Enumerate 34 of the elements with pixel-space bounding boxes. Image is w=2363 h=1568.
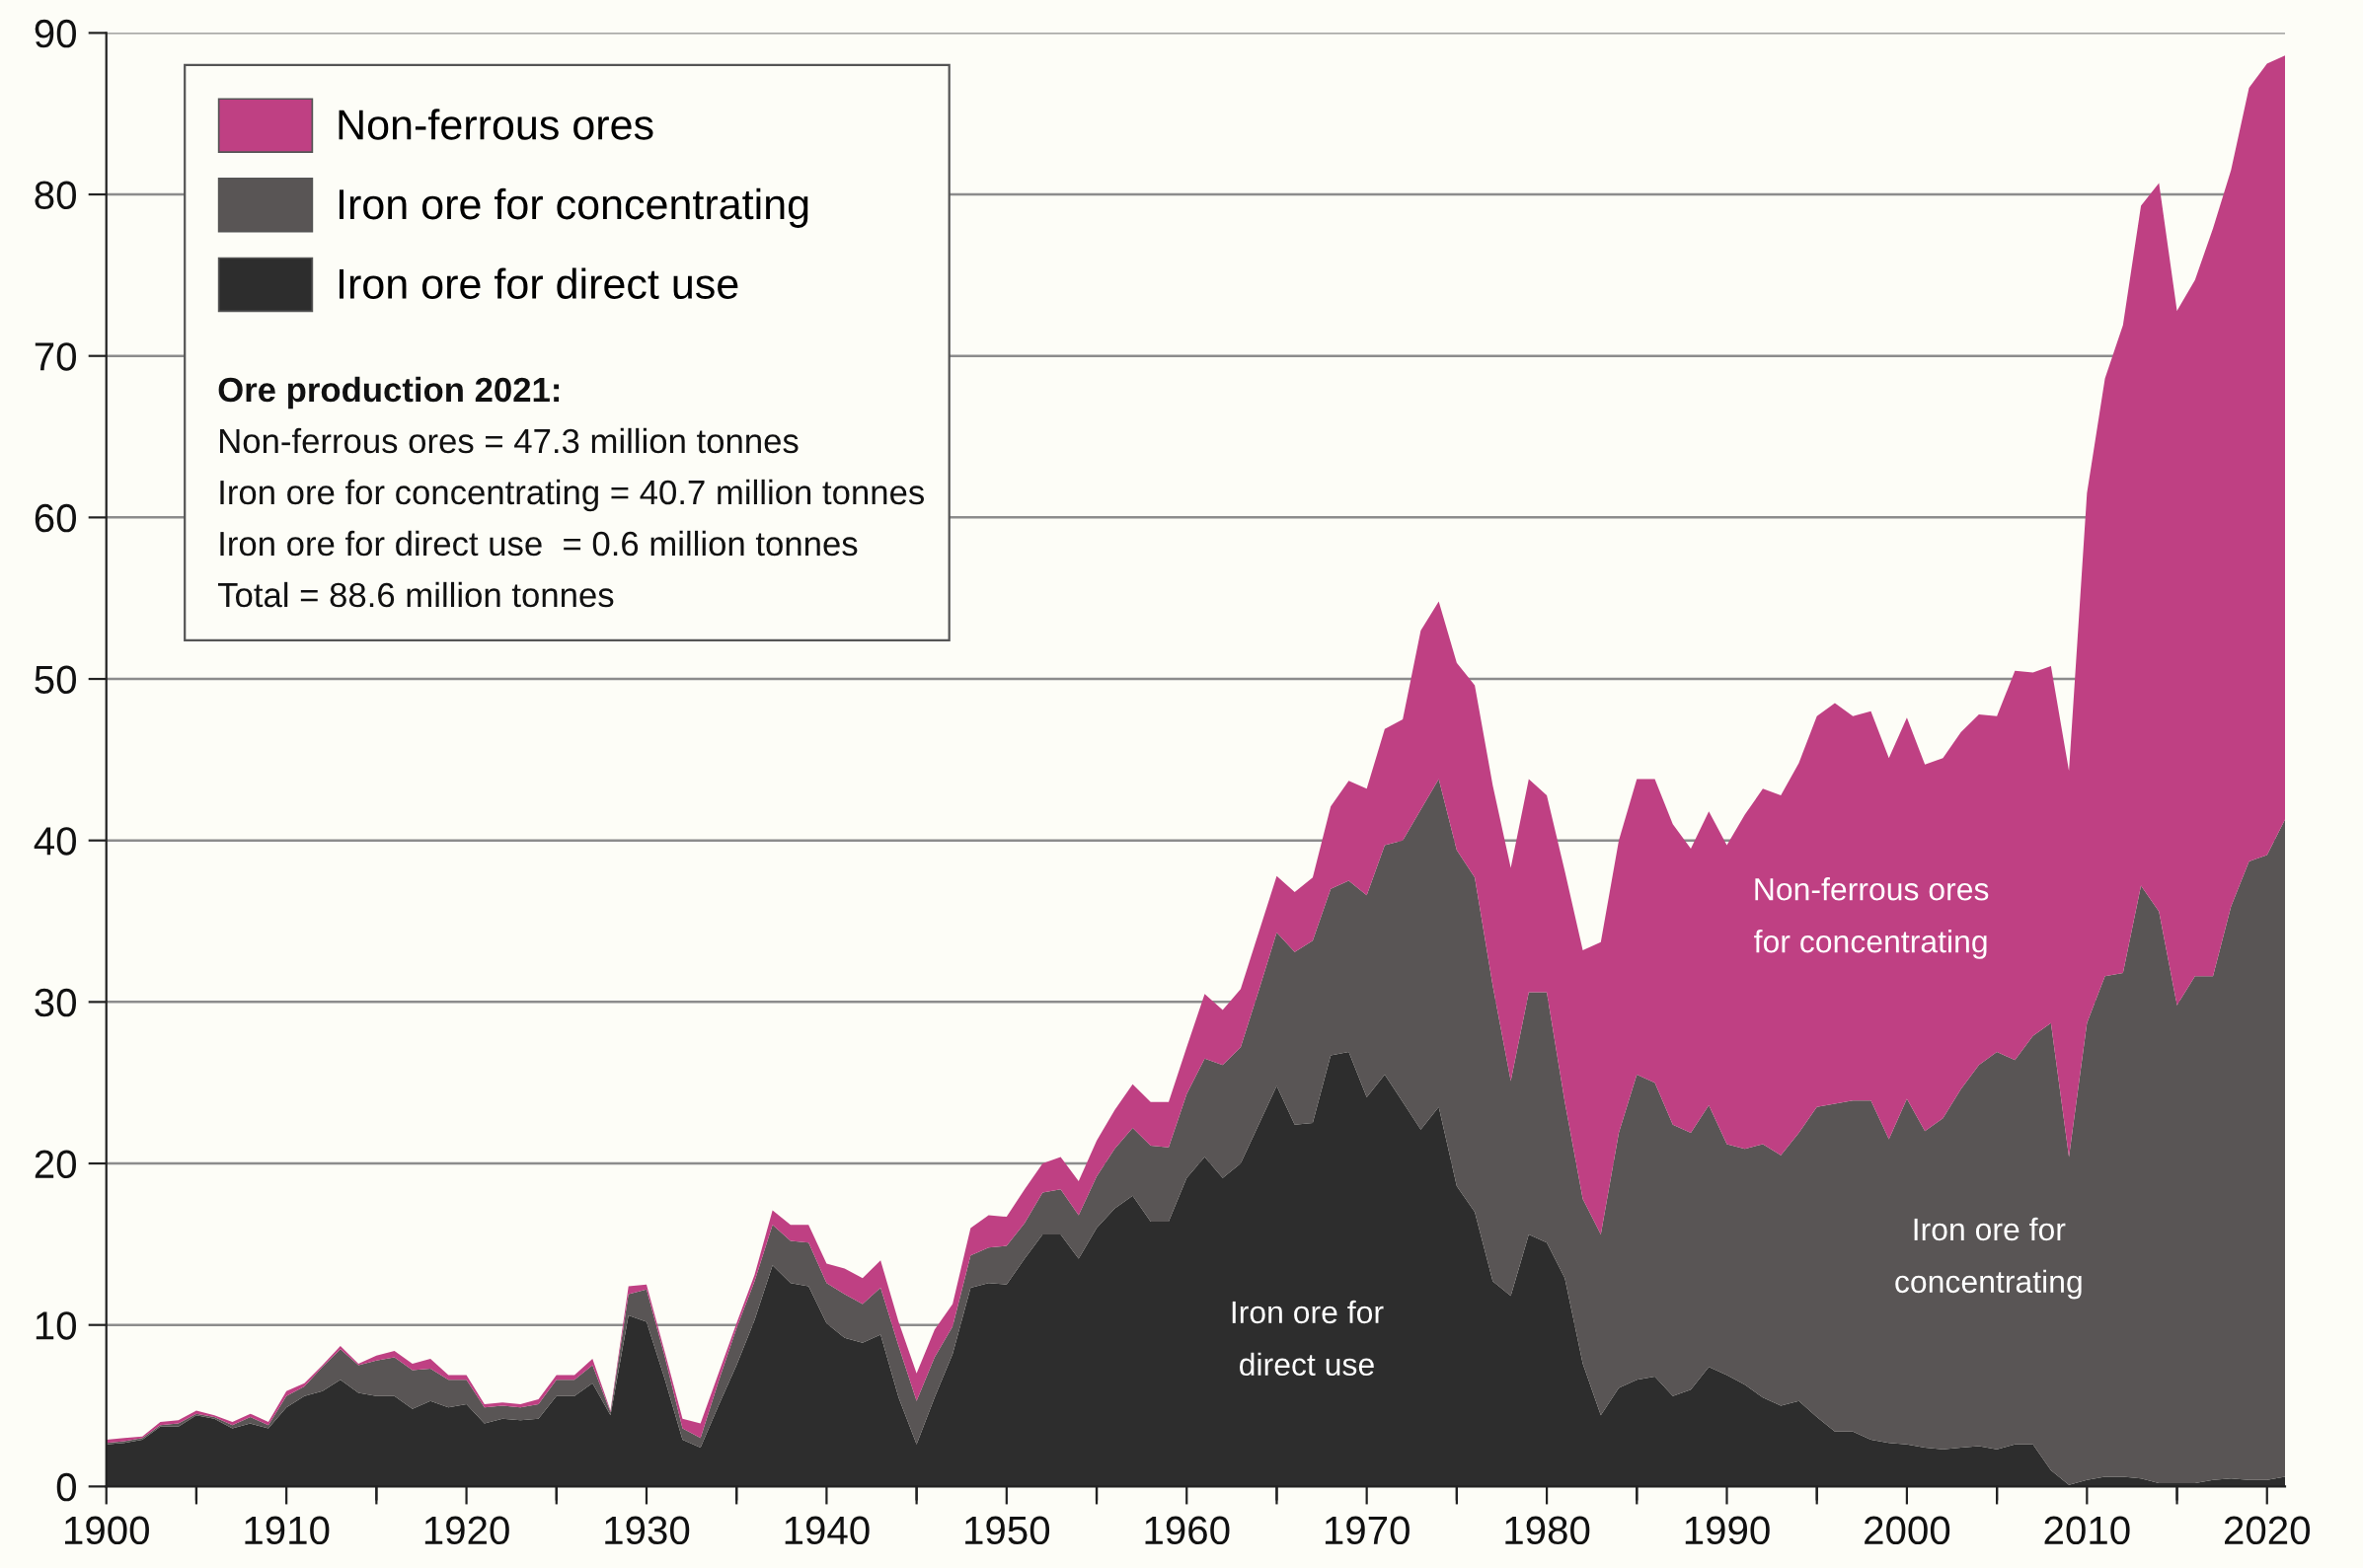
x-tick-label: 2020 [2224,1516,2310,1545]
x-tick-label: 1940 [785,1516,870,1545]
annotation: Iron ore for direct use = 0.6 million tonnes [220,530,858,557]
x-tick-label: 1900 [65,1516,149,1545]
y-tick-label: 60 [35,503,76,533]
annotation: Iron ore for direct use [1232,1300,1384,1377]
x-tick-label: 1920 [424,1516,509,1545]
x-tick-label: 2010 [2044,1516,2130,1545]
legend-label: Iron ore for concentrating [340,187,808,228]
y-tick-label: 80 [35,181,76,210]
legend-label: Non-ferrous ores [339,109,653,140]
y-tick-label: 30 [35,988,76,1017]
y-tick-label: 10 [36,1311,76,1340]
x-tick-label: 1990 [1685,1516,1770,1545]
annotation: Non-ferrous ores for concentrating [1754,877,1989,959]
y-tick-label: 90 [35,19,76,48]
y-tick-label: 50 [35,665,76,695]
y-tick-label: 40 [34,827,76,856]
x-tick-label: 1910 [245,1516,330,1545]
x-tick-label: 1960 [1145,1516,1230,1545]
x-tick-label: 1950 [965,1516,1050,1545]
annotation: Iron ore for concentrating = 40.7 million tonnes [220,479,924,512]
annotation: Iron ore for concentrating [1895,1217,2082,1300]
y-tick-label: 0 [56,1472,76,1502]
annotation: Non-ferrous ores = 47.3 million tonnes [220,427,799,454]
annotation: Ore production 2021: [218,376,560,410]
y-tick-label: 70 [35,342,76,371]
x-tick-label: 1980 [1505,1516,1590,1545]
legend-label: Iron ore for direct use [340,267,738,299]
annotation: Total = 88.6 million tonnes [217,581,614,608]
x-tick-label: 1930 [605,1516,690,1545]
x-tick-label: 1970 [1325,1516,1410,1545]
x-tick-label: 2000 [1865,1516,1950,1545]
y-tick-label: 20 [35,1150,76,1179]
